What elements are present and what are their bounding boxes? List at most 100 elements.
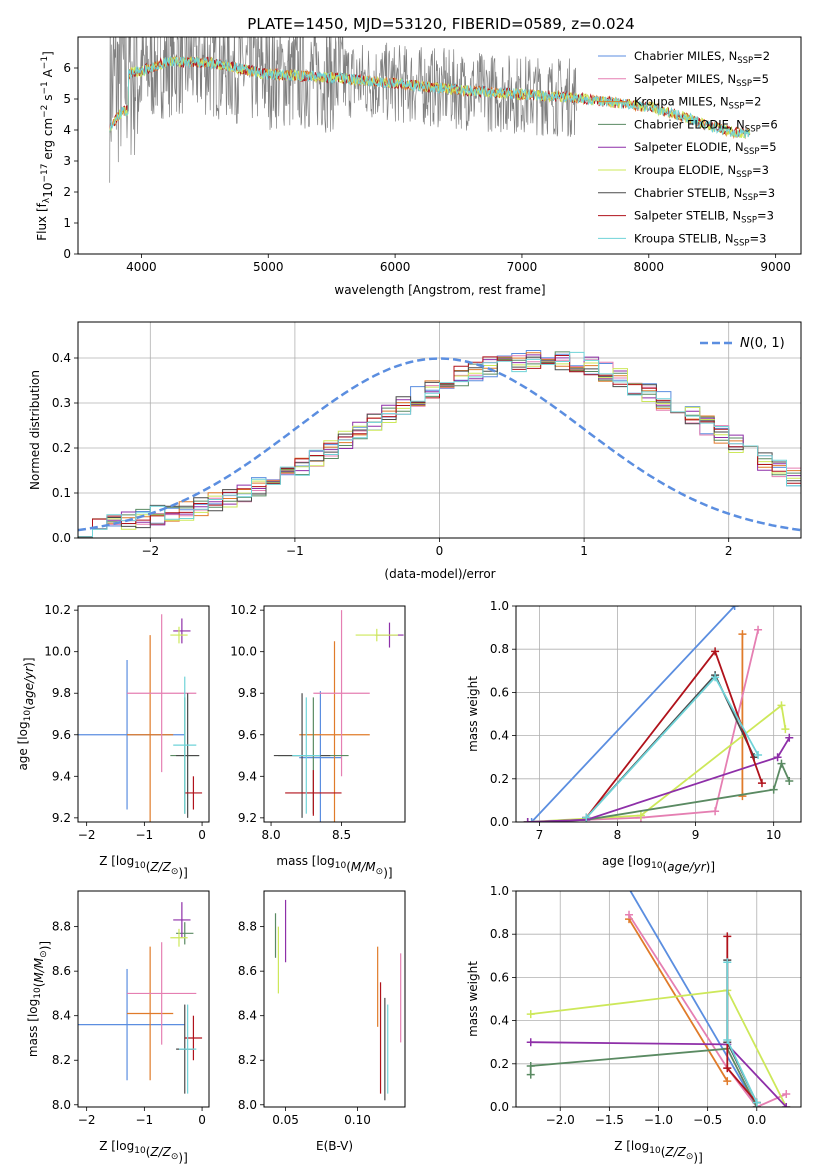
y-axis-label: mass [log10(M/M⊙)] [26, 941, 52, 1057]
errorbar-chabrier-miles [78, 968, 185, 1081]
label-part: Z/Z [664, 1145, 686, 1159]
weight-line [628, 914, 787, 1107]
label-part: 10 [335, 861, 347, 871]
x-tick-label: 9 [692, 828, 700, 842]
y-axis-label: Normed distribution [28, 370, 42, 490]
label-part: )] [706, 860, 715, 874]
y-tick-label: 1.0 [490, 599, 509, 613]
label-part: mass [log [26, 999, 40, 1057]
weight-line [629, 891, 758, 1107]
y-tick-label: 1.0 [490, 884, 509, 898]
y-tick-label: 6 [63, 61, 71, 75]
spectrum-frame [77, 36, 802, 255]
label-part: ⊙ [39, 950, 49, 958]
legend-entry: Kroupa MILES, NSSP=2 [634, 95, 761, 112]
label-part: 10 [23, 710, 33, 722]
spectrum-panel: 4000 5000 6000 7000 8000 9000 0 1 2 3 4 5 6 Chabrier … [35, 36, 802, 297]
y-axis-label: Flux [fλ10−17 erg cm−2 s−1 A−1] [35, 51, 55, 241]
age_vs_Z-frame [77, 605, 210, 823]
normal-curve [78, 357, 801, 532]
label-part: Z [log [614, 1139, 649, 1153]
y-tick-label: 9.4 [52, 769, 71, 783]
label-part: mass [log [276, 854, 334, 868]
errorbar-salpeter-miles [313, 610, 370, 777]
age_vs_mass-frame [263, 605, 406, 823]
errorbar-salpeter-miles [127, 942, 197, 1045]
weight-marker [754, 625, 763, 634]
label-part: age/yr [22, 666, 36, 705]
weight-series-kroupa-stelib [723, 958, 761, 1107]
legend-tail: =5 [760, 140, 777, 154]
y-tick-label: 9.6 [52, 728, 71, 742]
x-tick-label: 0 [198, 1113, 206, 1127]
legend-sub: SSP [736, 170, 752, 180]
weight-marker [782, 1103, 791, 1107]
label-part: )] [38, 941, 52, 950]
label-part: −1 [40, 81, 50, 94]
label-part: ( [22, 705, 36, 710]
x-tick-label: −1.0 [644, 1113, 673, 1127]
weight-series-chabrier-stelib [582, 671, 759, 822]
label-part: −17 [40, 164, 50, 183]
label-part: age [log [602, 854, 651, 868]
label-part: M/M [32, 957, 46, 982]
y-tick-label: 0.4 [490, 1014, 509, 1028]
errorbar-kroupa-miles [127, 946, 174, 1081]
label-part: )] [693, 1151, 702, 1165]
label-part: Z/Z [149, 860, 171, 874]
y-tick-label: 0.4 [490, 729, 509, 743]
legend-tail: =5 [752, 72, 769, 86]
label-part: (0, 1) [750, 336, 785, 351]
y-tick-label: 0.6 [490, 970, 509, 984]
age_vs_mass-plot-area [273, 610, 404, 822]
x-tick-label: 7000 [507, 260, 538, 274]
label-part: ⊙ [171, 1152, 179, 1162]
x-tick-label: −2 [78, 1113, 96, 1127]
x-tick-label: −2.0 [546, 1113, 575, 1127]
weight-marker [711, 673, 720, 682]
y-tick-label: 9.2 [52, 811, 71, 825]
x-tick-label: 8.0 [262, 828, 281, 842]
y-tick-label: 0.2 [52, 441, 71, 455]
legend-tail: =2 [744, 95, 761, 109]
x-tick-label: 1 [580, 544, 588, 558]
weight-marker [526, 1061, 535, 1070]
x-tick-label: −1 [286, 544, 304, 558]
legend-tail: =6 [761, 117, 778, 131]
legend-text: Chabrier MILES, N [634, 49, 737, 63]
mass_vs_EBV-panel: 0.05 0.10 8.0 8.2 8.4 8.6 8.8 E(B-V) [238, 890, 406, 1153]
legend-text: Chabrier ELODIE, N [634, 117, 745, 131]
errorbar-salpeter-stelib [184, 776, 203, 810]
x-axis-label: mass [log10(M/M⊙)] [276, 854, 392, 880]
legend-text: Salpeter STELIB, N [634, 209, 741, 223]
x-axis-label: Z [log10(Z/Z⊙)] [99, 854, 188, 880]
y-tick-label: 8.4 [238, 1009, 257, 1023]
legend-entry: Chabrier MILES, NSSP=2 [634, 49, 770, 66]
y-tick-label: 5 [63, 92, 71, 106]
legend-text: Chabrier STELIB, N [634, 186, 742, 200]
weight-marker [526, 1010, 535, 1019]
label-part: A [41, 68, 55, 81]
x-axis-label: wavelength [Angstrom, rest frame] [334, 283, 545, 297]
observed-spectrum [109, 37, 577, 183]
legend-sub: SSP [734, 238, 750, 248]
weight_vs_age-plot-area [523, 606, 794, 822]
label-part: M/M [351, 860, 376, 874]
weight-marker [723, 932, 732, 941]
spectrum-plot-area [109, 37, 751, 183]
legend-entry: Kroupa STELIB, NSSP=3 [634, 231, 766, 248]
errorbar-chabrier-miles [299, 691, 342, 822]
label-part: λ [42, 197, 52, 203]
model-spectrum-kroupa-stelib [109, 56, 751, 139]
weight-marker [773, 753, 782, 762]
y-tick-label: 0.8 [490, 642, 509, 656]
weight-marker [782, 1090, 791, 1099]
y-tick-label: 8.8 [52, 920, 71, 934]
label-part: ⊙ [171, 867, 179, 877]
label-part: ( [32, 983, 46, 988]
x-tick-label: 0.10 [344, 1113, 371, 1127]
x-axis-label: (data-model)/error [384, 567, 495, 581]
label-part: )] [22, 657, 36, 666]
